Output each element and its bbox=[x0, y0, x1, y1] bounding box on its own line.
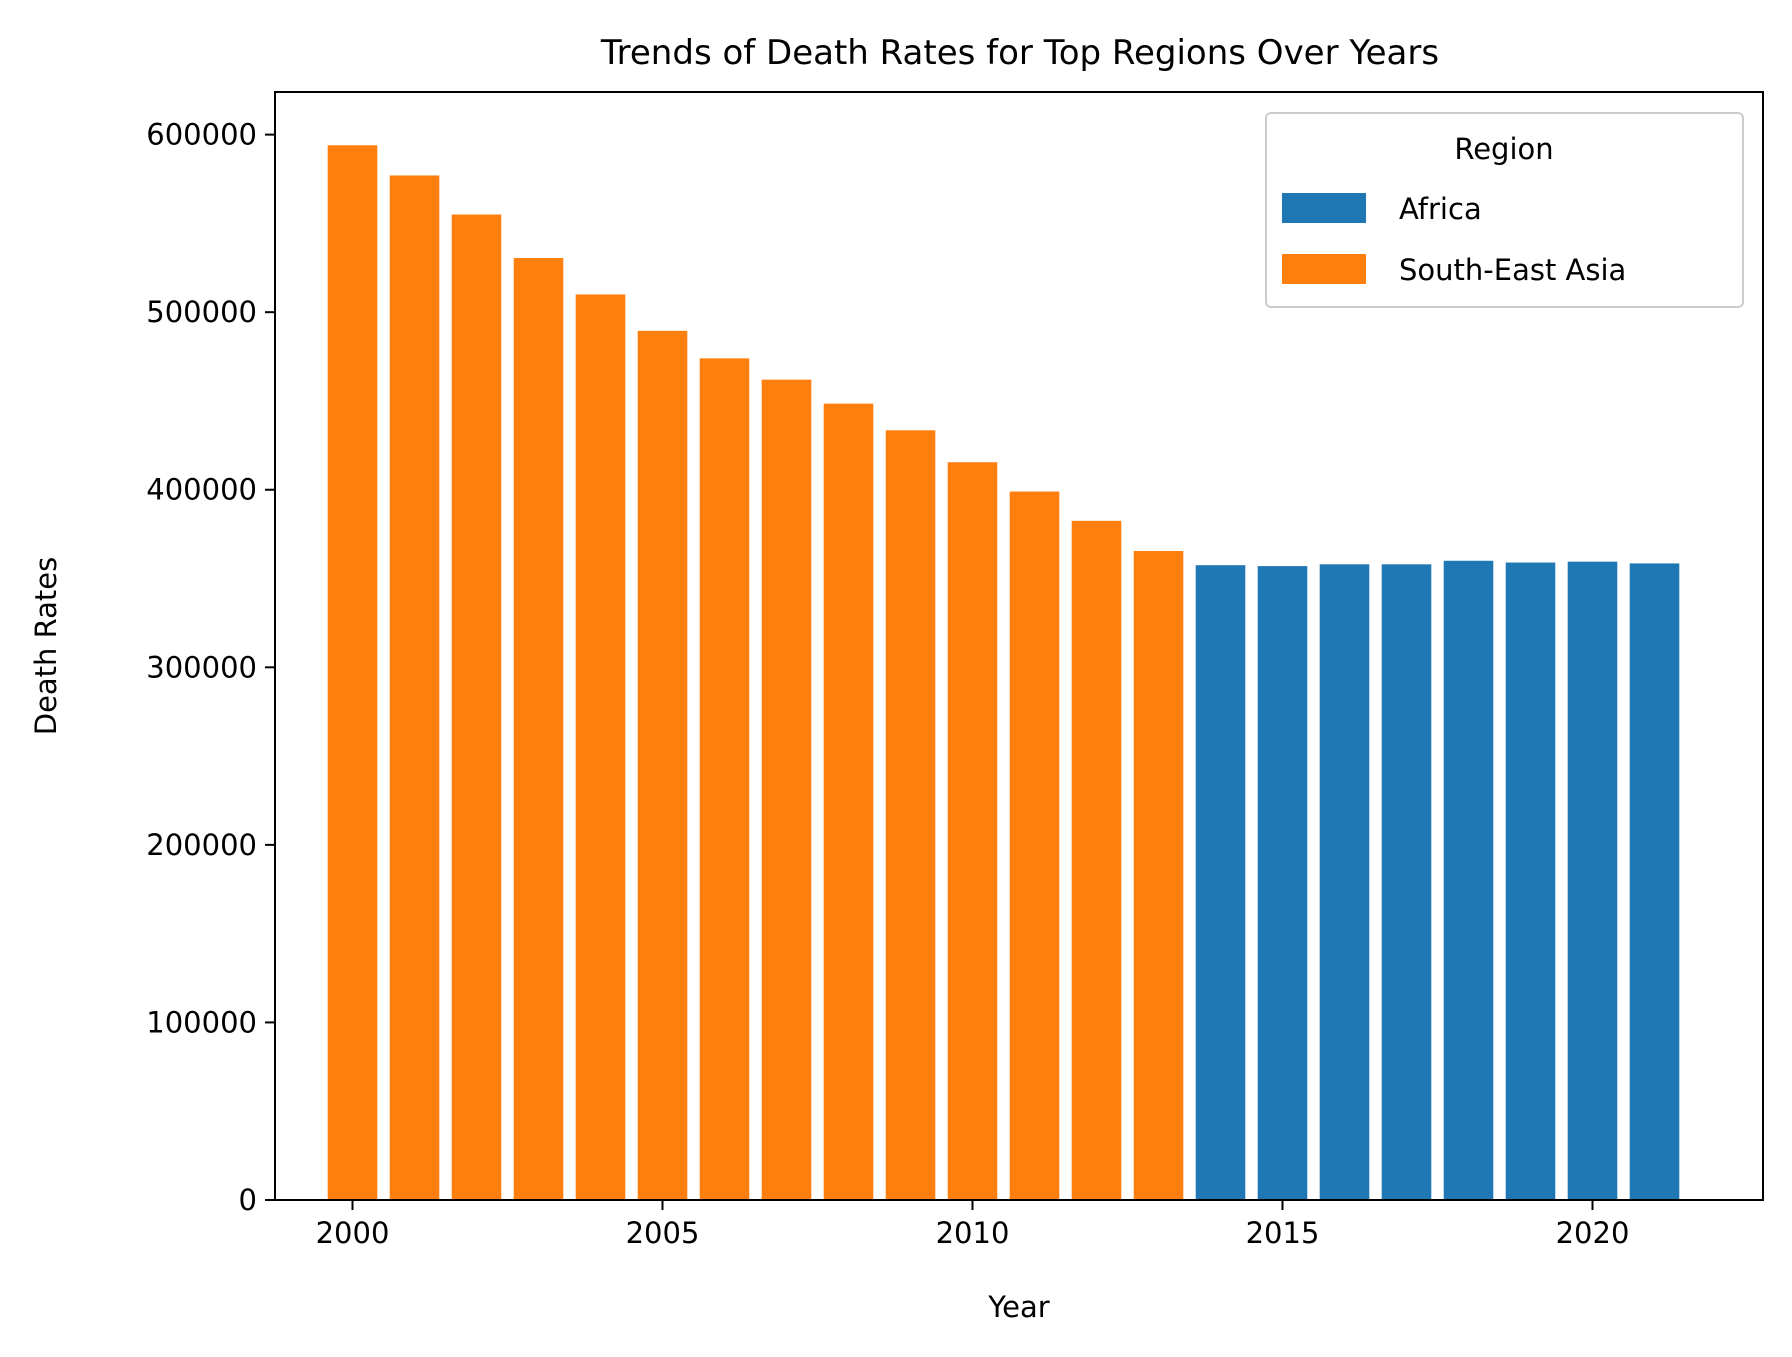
bar-africa-2018 bbox=[1443, 560, 1494, 1200]
bar-south-east-asia-2008 bbox=[823, 403, 874, 1200]
bar-africa-2020 bbox=[1567, 561, 1618, 1200]
bar-south-east-asia-2003 bbox=[513, 258, 564, 1200]
bar-south-east-asia-2013 bbox=[1133, 551, 1184, 1200]
y-tick-label: 400000 bbox=[146, 473, 257, 507]
bar-south-east-asia-2012 bbox=[1071, 520, 1122, 1200]
bar-south-east-asia-2006 bbox=[699, 358, 750, 1200]
x-tick-label: 2005 bbox=[626, 1216, 700, 1250]
y-tick-label: 0 bbox=[239, 1183, 257, 1217]
legend-frame bbox=[1265, 112, 1744, 308]
legend-label-africa: Africa bbox=[1399, 192, 1482, 226]
bar-south-east-asia-2000 bbox=[327, 145, 378, 1200]
plot-frame bbox=[274, 91, 1764, 1201]
legend: Region Africa South-East Asia bbox=[1265, 112, 1744, 308]
y-tick-label: 600000 bbox=[146, 118, 257, 152]
y-axis-label: Death Rates bbox=[29, 557, 63, 736]
bar-africa-2016 bbox=[1319, 564, 1370, 1200]
y-tick-label: 200000 bbox=[146, 828, 257, 862]
bar-south-east-asia-2009 bbox=[885, 430, 936, 1200]
bar-south-east-asia-2011 bbox=[1009, 491, 1060, 1200]
bar-africa-2017 bbox=[1381, 564, 1432, 1200]
x-tick-label: 2020 bbox=[1556, 1216, 1630, 1250]
bar-south-east-asia-2001 bbox=[389, 175, 440, 1201]
bar-south-east-asia-2004 bbox=[575, 294, 626, 1200]
x-axis: 2000 2005 2010 2015 2020 bbox=[316, 1200, 1630, 1250]
bar-africa-2014 bbox=[1195, 565, 1246, 1200]
legend-label-south-east-asia: South-East Asia bbox=[1399, 253, 1626, 287]
legend-swatch-south-east-asia bbox=[1282, 254, 1366, 284]
bar-south-east-asia-2002 bbox=[451, 214, 502, 1200]
bar-south-east-asia-2010 bbox=[947, 462, 998, 1200]
bar-africa-2021 bbox=[1629, 563, 1680, 1200]
bar-africa-2015 bbox=[1257, 566, 1308, 1200]
legend-swatch-africa bbox=[1282, 193, 1366, 223]
chart-title: Trends of Death Rates for Top Regions Ov… bbox=[600, 33, 1439, 73]
bar-group bbox=[327, 145, 1680, 1201]
y-tick-label: 100000 bbox=[146, 1005, 257, 1039]
y-tick-label: 500000 bbox=[146, 295, 257, 329]
y-axis: 0 100000 200000 300000 400000 500000 600000 bbox=[146, 118, 275, 1217]
x-tick-label: 2010 bbox=[936, 1216, 1010, 1250]
x-axis-label: Year bbox=[987, 1290, 1049, 1324]
bar-south-east-asia-2005 bbox=[637, 330, 688, 1200]
x-tick-label: 2015 bbox=[1246, 1216, 1320, 1250]
legend-title: Region bbox=[1454, 132, 1553, 166]
bar-south-east-asia-2007 bbox=[761, 379, 812, 1201]
y-tick-label: 300000 bbox=[146, 650, 257, 684]
bar-africa-2019 bbox=[1505, 562, 1556, 1200]
x-tick-label: 2000 bbox=[316, 1216, 390, 1250]
